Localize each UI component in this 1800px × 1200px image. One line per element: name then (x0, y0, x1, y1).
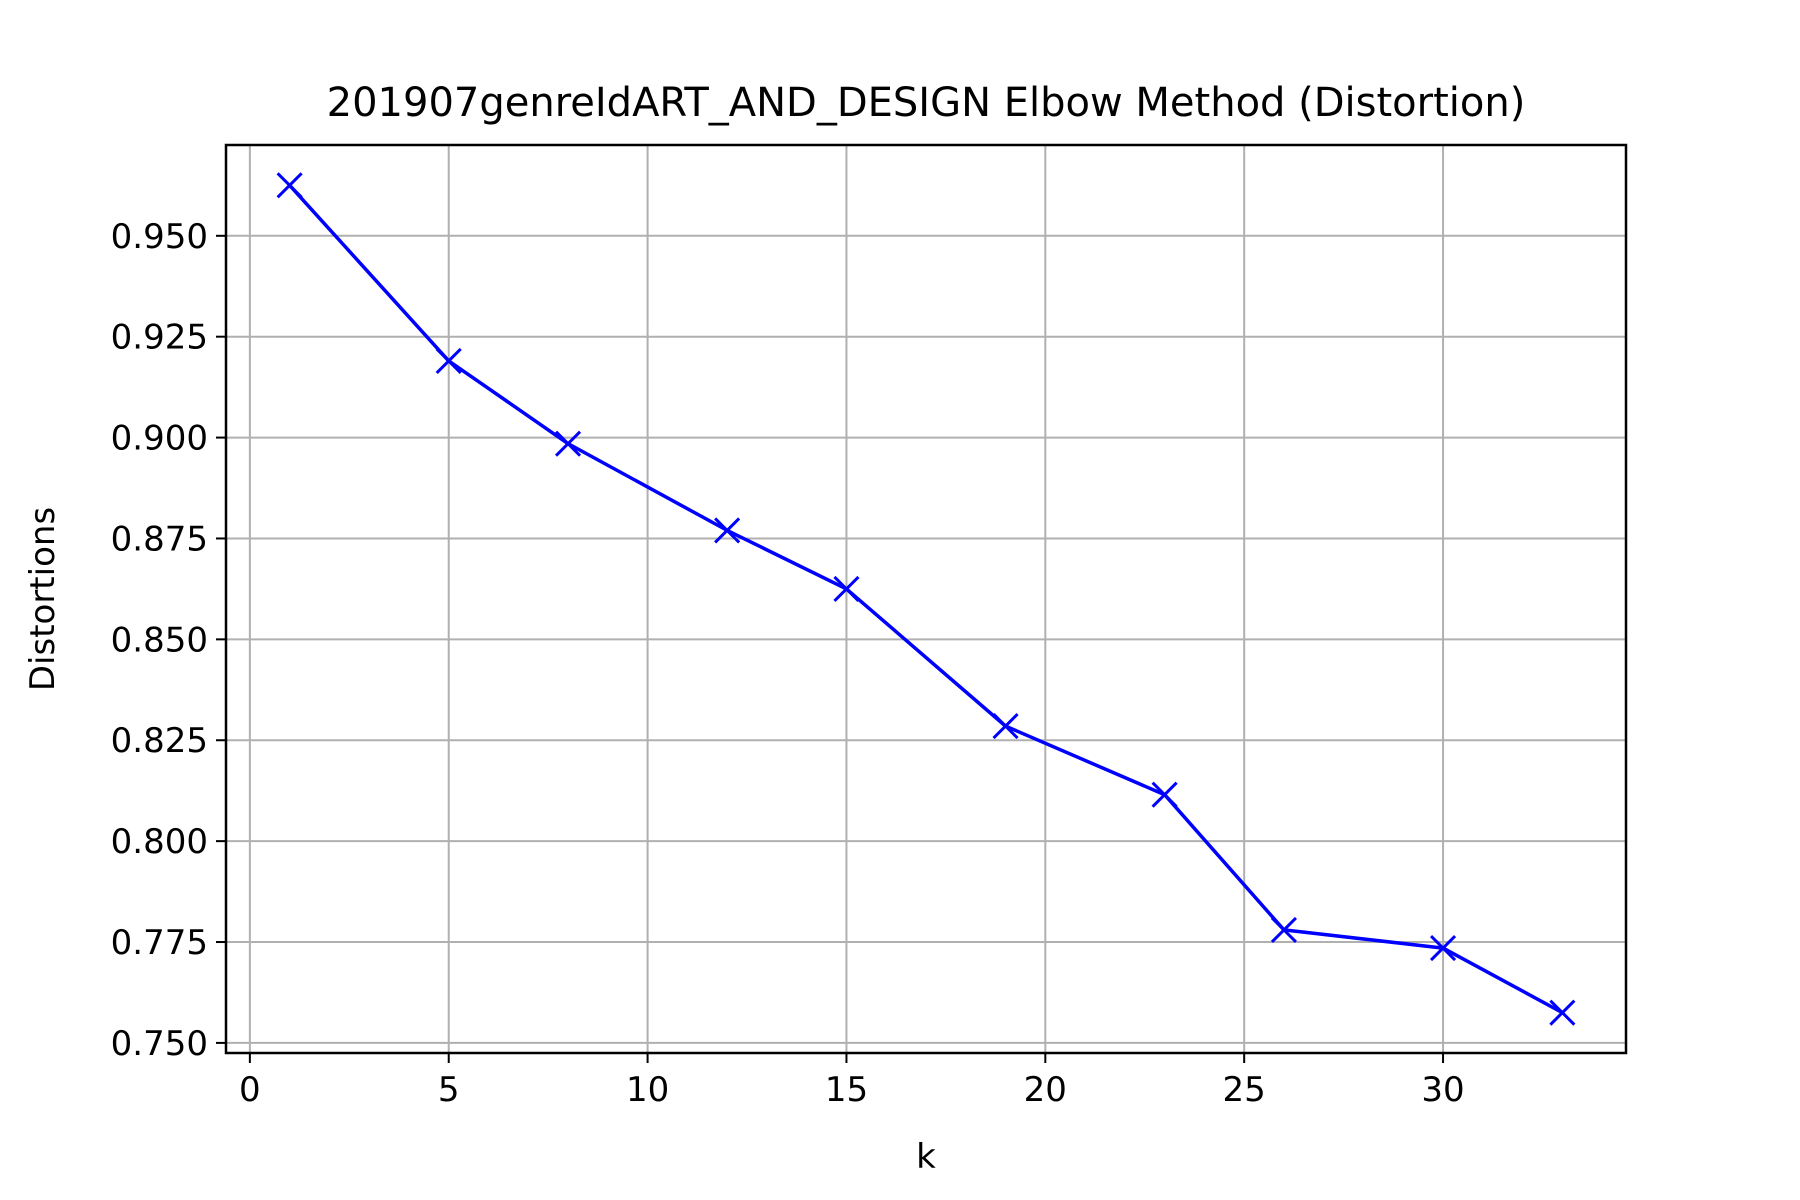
grid-lines (226, 145, 1626, 1053)
chart-title: 201907genreIdART_AND_DESIGN Elbow Method… (327, 80, 1526, 126)
y-tick-label: 0.875 (111, 519, 208, 559)
data-point-marker (554, 430, 582, 457)
data-series (276, 172, 1576, 1026)
x-axis-label: k (916, 1137, 936, 1177)
y-tick-label: 0.750 (111, 1024, 208, 1064)
x-tick-label: 10 (626, 1070, 669, 1110)
y-tick-label: 0.925 (111, 318, 208, 358)
data-point-marker (1429, 935, 1457, 962)
data-point-marker (833, 575, 860, 602)
data-point-marker (1549, 999, 1576, 1026)
plot-frame (224, 143, 1628, 1055)
y-tick-label: 0.775 (111, 923, 208, 963)
y-axis-ticks: 0.750 0.775 0.800 0.825 0.850 0.875 0.900 0.925… (111, 217, 226, 1064)
y-tick-label: 0.825 (111, 721, 208, 761)
data-point-marker (1151, 781, 1178, 808)
y-tick-label: 0.950 (111, 217, 208, 257)
data-point-marker (714, 517, 741, 544)
y-tick-label: 0.900 (111, 419, 208, 459)
x-tick-label: 15 (825, 1070, 868, 1110)
data-point-marker (435, 347, 462, 374)
data-point-marker (992, 713, 1019, 740)
y-axis-label: Distortions (23, 507, 63, 691)
x-tick-label: 30 (1421, 1070, 1464, 1110)
x-tick-label: 5 (438, 1070, 460, 1110)
x-tick-label: 20 (1024, 1070, 1067, 1110)
data-point-marker (276, 172, 303, 199)
x-tick-label: 25 (1223, 1070, 1266, 1110)
data-point-marker (1270, 916, 1298, 943)
x-axis-ticks: 0 5 10 15 20 25 30 (239, 1053, 1465, 1110)
series-line (288, 184, 1564, 1015)
y-tick-label: 0.800 (111, 822, 208, 862)
x-tick-label: 0 (239, 1070, 261, 1110)
y-tick-label: 0.850 (111, 620, 208, 660)
